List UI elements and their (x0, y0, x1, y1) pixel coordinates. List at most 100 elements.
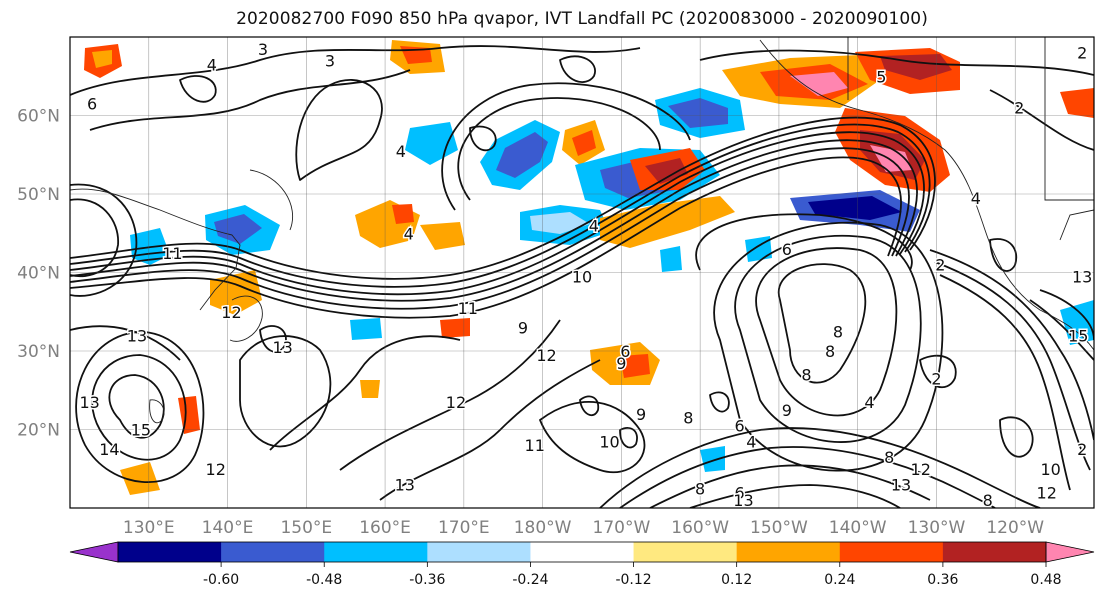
x-tick-label: 160°W (671, 518, 729, 538)
contour-label: 13 (733, 491, 753, 510)
axis-tick-labels: 130°E 140°E 150°E 160°E 170°E 180°W 170°W 160°W… (17, 107, 1044, 539)
colorbar-segment (942, 542, 1047, 562)
contour-label: 10 (599, 432, 619, 451)
contour-label: 9 (518, 318, 528, 337)
contour-label: 3 (258, 40, 268, 59)
contour-label: 12 (1037, 483, 1057, 502)
contour-label: 2 (935, 256, 945, 275)
contour-label: 13 (395, 475, 415, 494)
colorbar: -0.60 -0.48 -0.36 -0.24 -0.12 0.12 0.24 0.36 0.4… (69, 541, 1095, 588)
contour-label: 13 (891, 475, 911, 494)
ivt-contour-lines (70, 45, 1094, 508)
contour-label: 12 (206, 460, 226, 479)
colorbar-tick-label: -0.48 (306, 572, 342, 588)
x-tick-label: 150°E (280, 518, 332, 538)
y-tick-label: 40°N (17, 264, 60, 284)
contour-label: 3 (325, 52, 335, 71)
contour-label: 9 (782, 401, 792, 420)
contour-label: 13 (272, 338, 292, 357)
colorbar-tick-label: -0.60 (203, 572, 239, 588)
x-tick-label: 140°W (829, 518, 887, 538)
x-tick-label: 130°E (123, 518, 175, 538)
contour-label: 10 (1040, 460, 1060, 479)
colorbar-tick-label: -0.24 (512, 572, 548, 588)
colorbar-segment (427, 542, 531, 562)
contour-label: 11 (525, 436, 545, 455)
contour-label: 15 (131, 421, 151, 440)
contour-label: 12 (536, 346, 556, 365)
contour-label: 8 (825, 342, 835, 361)
contour-label: 8 (695, 479, 705, 498)
x-tick-label: 140°E (202, 518, 254, 538)
colorbar-segment (530, 542, 635, 562)
contour-label: 10 (572, 267, 592, 286)
colorbar-segment (736, 542, 841, 562)
contour-label: 4 (746, 432, 756, 451)
contour-label: 8 (884, 448, 894, 467)
y-tick-label: 60°N (17, 107, 60, 127)
colorbar-extend-high (1045, 541, 1095, 563)
colorbar-segment (118, 542, 222, 562)
colorbar-tick-label: 0.48 (1030, 572, 1061, 588)
colorbar-segment (633, 542, 738, 562)
contour-label: 8 (983, 491, 993, 510)
x-tick-label: 180°W (514, 518, 572, 538)
colorbar-tick-label: -0.36 (409, 572, 445, 588)
contour-label: 11 (458, 299, 478, 318)
colorbar-tick-label: -0.12 (615, 572, 651, 588)
contour-label: 2 (1077, 440, 1087, 459)
contour-label: 12 (911, 460, 931, 479)
coastlines (70, 37, 1094, 424)
contour-label: 6 (87, 95, 97, 114)
colorbar-tick-label: 0.12 (721, 572, 752, 588)
figure-title: 2020082700 F090 850 hPa qvapor, IVT Land… (236, 9, 928, 29)
contour-label: 13 (80, 393, 100, 412)
colorbar-extend-low (69, 541, 119, 563)
colorbar-segment (221, 542, 325, 562)
contour-label: 2 (931, 369, 941, 388)
x-tick-label: 170°W (593, 518, 651, 538)
contour-label: 2 (1014, 99, 1024, 118)
contour-label: 6 (782, 240, 792, 259)
lat-lon-gridlines (70, 37, 1094, 508)
contour-label: 12 (446, 393, 466, 412)
map-frame (69, 36, 1095, 509)
contour-label: 6 (620, 342, 630, 361)
contour-label: 4 (396, 142, 406, 161)
contour-label: 2 (1077, 44, 1087, 63)
contour-label: 12 (221, 303, 241, 322)
colorbar-tick-label: 0.24 (824, 572, 855, 588)
contour-label: 9 (636, 405, 646, 424)
x-tick-label: 150°W (750, 518, 808, 538)
contour-label: 9 (616, 354, 626, 373)
contour-label: 5 (876, 67, 886, 86)
colorbar-segment (839, 542, 944, 562)
contour-label: 13 (1072, 267, 1092, 286)
contour-label: 13 (127, 326, 147, 345)
x-tick-label: 170°E (438, 518, 490, 538)
contour-label: 8 (833, 322, 843, 341)
y-tick-label: 50°N (17, 185, 60, 205)
contour-label: 15 (1068, 326, 1088, 345)
contour-label: 14 (99, 440, 119, 459)
y-tick-label: 30°N (17, 342, 60, 362)
colorbar-outline (117, 541, 1047, 563)
contour-label: 8 (801, 366, 811, 385)
contour-label: 11 (162, 244, 182, 263)
x-tick-label: 160°E (359, 518, 411, 538)
contour-label: 4 (971, 189, 981, 208)
x-tick-label: 120°W (986, 518, 1044, 538)
contour-label: 4 (404, 224, 414, 243)
x-tick-label: 130°W (908, 518, 966, 538)
colorbar-segment (324, 542, 428, 562)
contour-label: 6 (734, 483, 744, 502)
contour-label: 6 (734, 417, 744, 436)
contour-label: 4 (589, 216, 599, 235)
contour-label: 8 (683, 409, 693, 428)
contour-label: 4 (207, 55, 217, 74)
colorbar-tick-label: 0.36 (927, 572, 958, 588)
contour-label: 4 (864, 393, 874, 412)
y-tick-label: 20°N (17, 421, 60, 441)
